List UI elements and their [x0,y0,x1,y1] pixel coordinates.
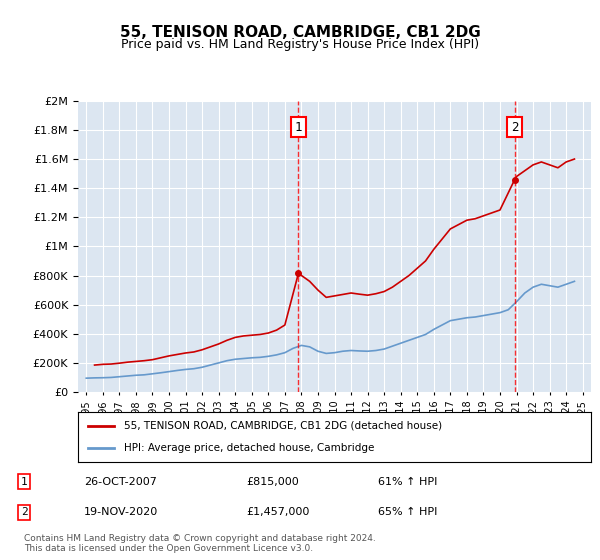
Text: 1: 1 [295,120,302,133]
Text: Contains HM Land Registry data © Crown copyright and database right 2024.
This d: Contains HM Land Registry data © Crown c… [24,534,376,553]
Text: £815,000: £815,000 [246,477,299,487]
Text: 2: 2 [511,120,518,133]
Text: 55, TENISON ROAD, CAMBRIDGE, CB1 2DG (detached house): 55, TENISON ROAD, CAMBRIDGE, CB1 2DG (de… [124,421,442,431]
Text: Price paid vs. HM Land Registry's House Price Index (HPI): Price paid vs. HM Land Registry's House … [121,38,479,51]
Text: 2: 2 [20,507,28,517]
Text: HPI: Average price, detached house, Cambridge: HPI: Average price, detached house, Camb… [124,443,374,453]
Text: 61% ↑ HPI: 61% ↑ HPI [378,477,437,487]
Text: 55, TENISON ROAD, CAMBRIDGE, CB1 2DG: 55, TENISON ROAD, CAMBRIDGE, CB1 2DG [119,25,481,40]
Text: £1,457,000: £1,457,000 [246,507,310,517]
Text: 65% ↑ HPI: 65% ↑ HPI [378,507,437,517]
Text: 26-OCT-2007: 26-OCT-2007 [84,477,157,487]
Text: 1: 1 [20,477,28,487]
Text: 19-NOV-2020: 19-NOV-2020 [84,507,158,517]
